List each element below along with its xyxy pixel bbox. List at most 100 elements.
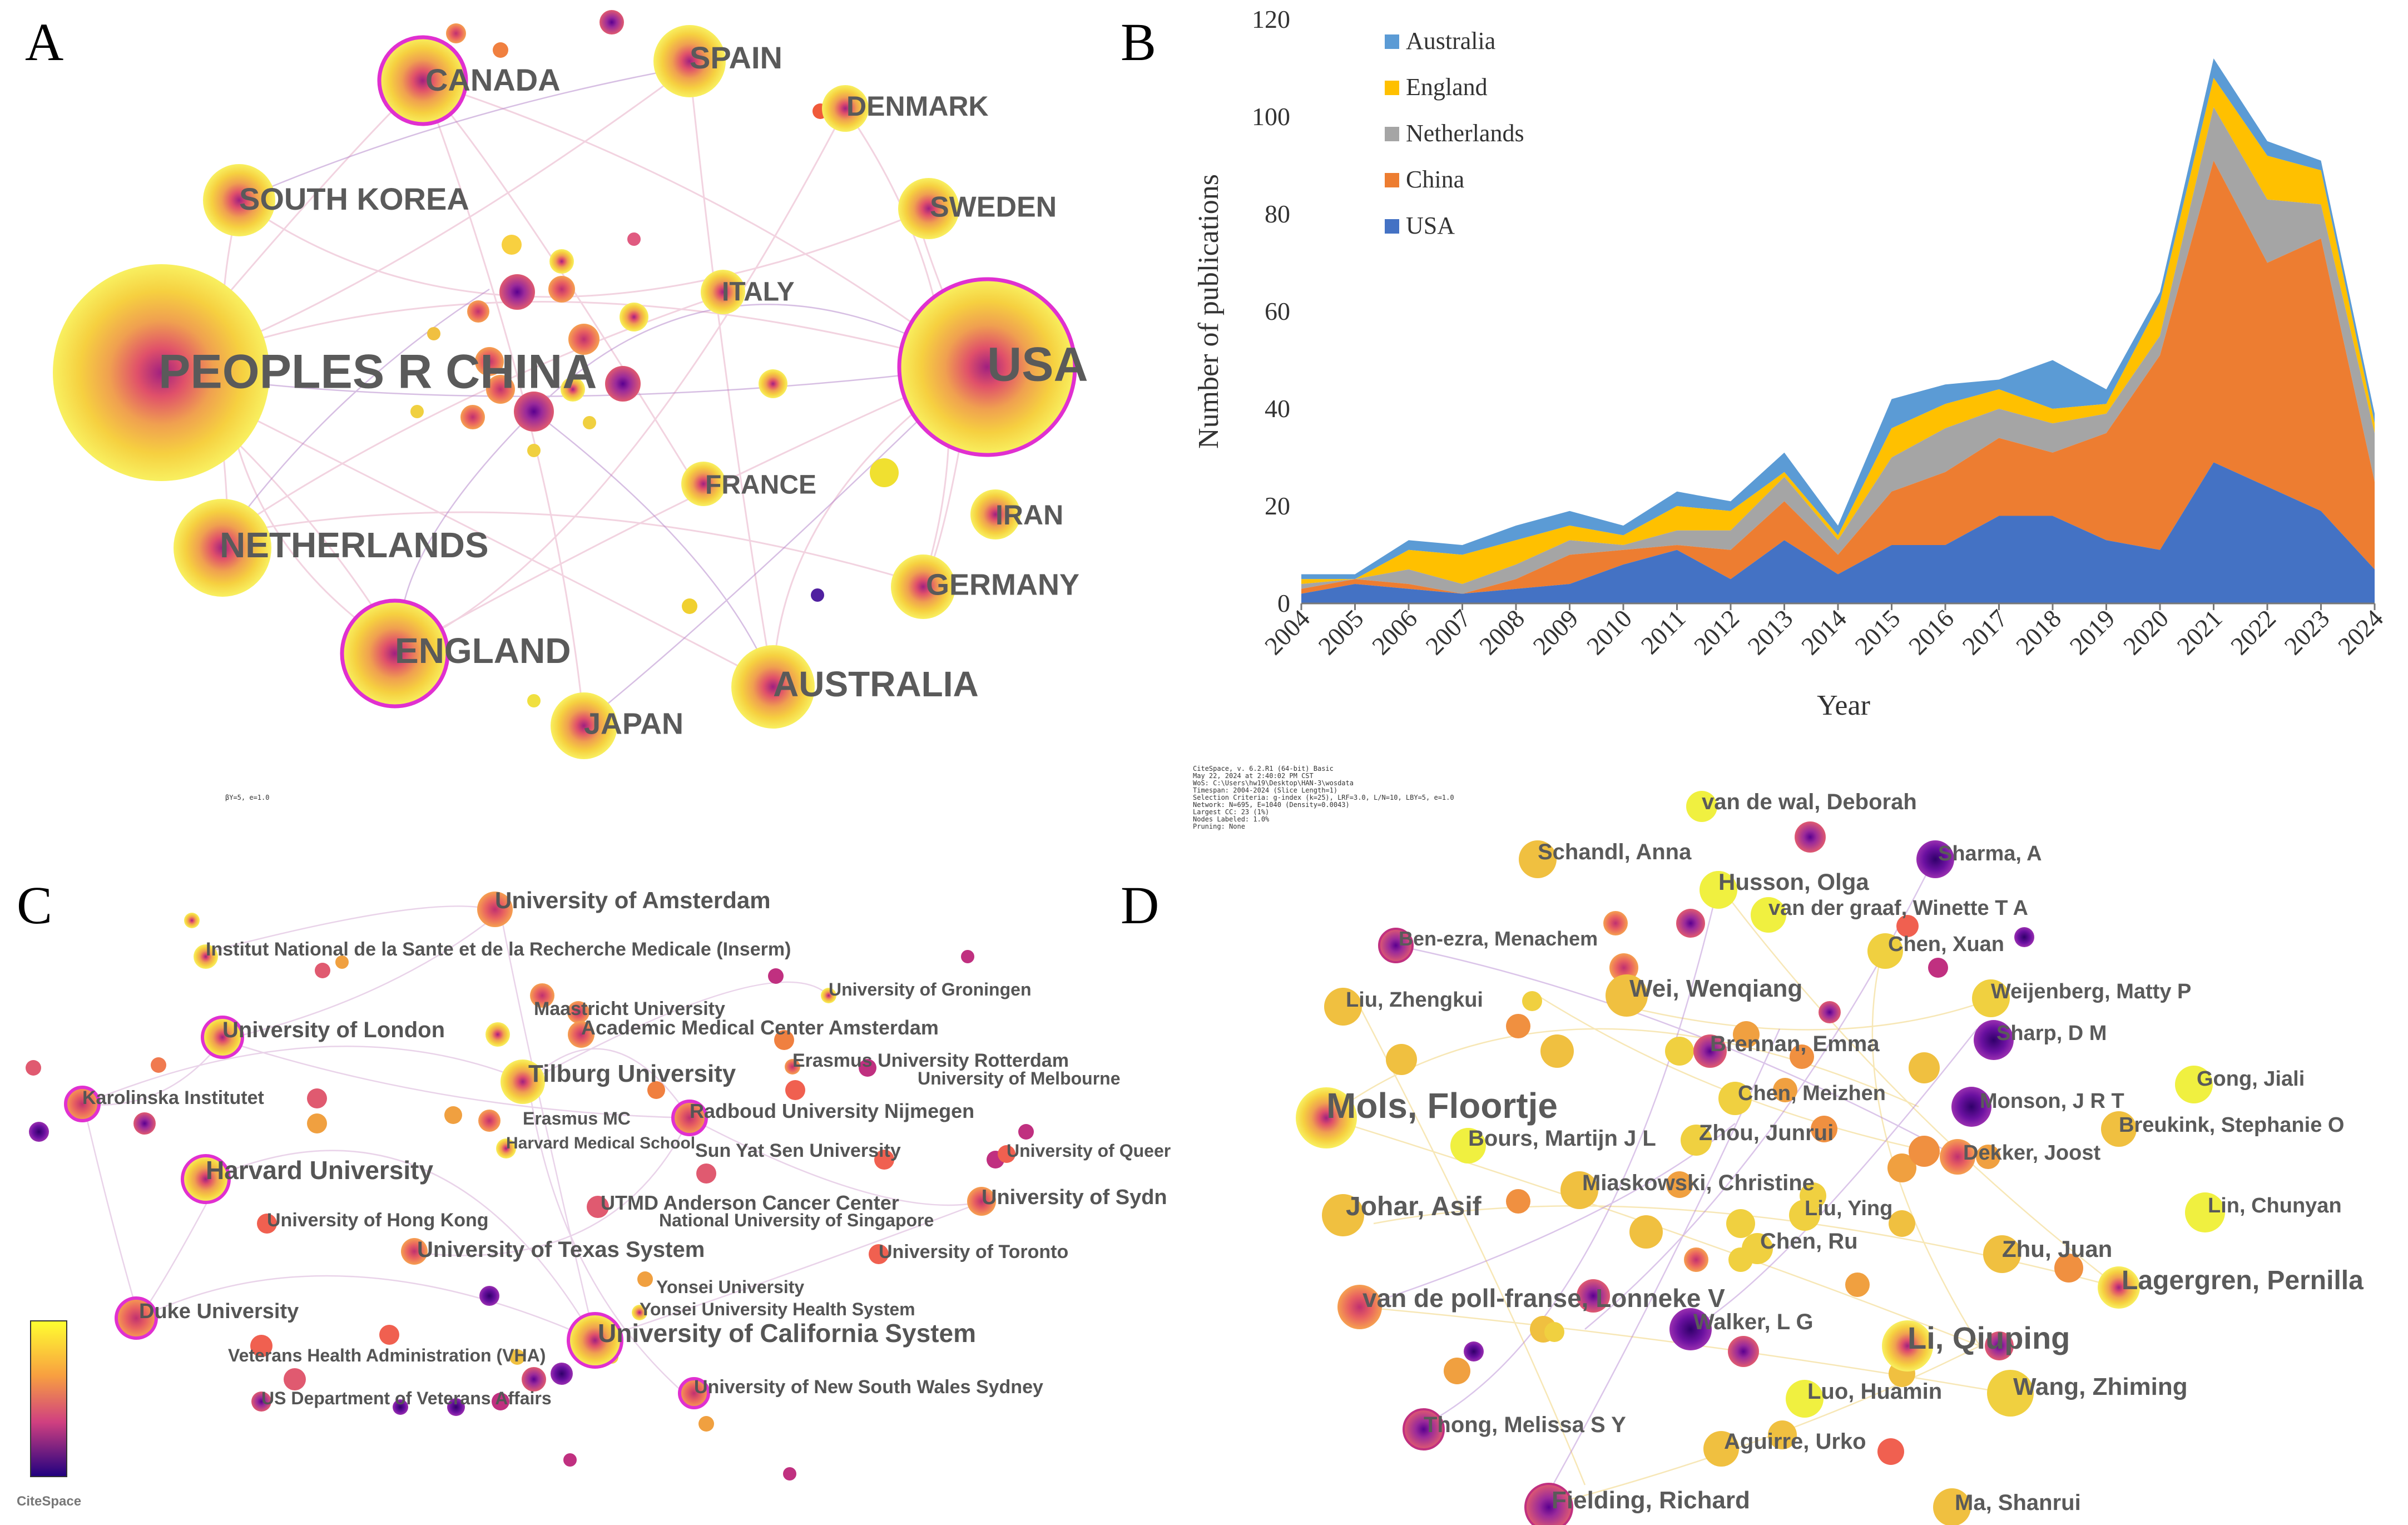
- country-node-iran[interactable]: IRAN: [970, 489, 1063, 539]
- author-node-21[interactable]: Miaskowski, Christine: [1560, 1171, 1815, 1209]
- author-label: Lin, Chunyan: [2208, 1194, 2342, 1217]
- author-node-13[interactable]: Mols, Floortje: [1296, 1086, 1558, 1148]
- author-label: Li, Qiuping: [1907, 1320, 2070, 1355]
- author-node-16[interactable]: Breukink, Stephanie O: [2101, 1111, 2344, 1147]
- x-tick-label: 2006: [1366, 604, 1423, 660]
- author-node-9[interactable]: Weijenberg, Matty P: [1972, 979, 2191, 1017]
- x-tick-label: 2022: [2225, 604, 2281, 660]
- country-node-denmark[interactable]: DENMARK: [822, 85, 989, 132]
- author-node-19[interactable]: Dekker, Joost: [1940, 1139, 2100, 1175]
- y-tick-label: 40: [1265, 394, 1290, 423]
- area-series-netherlands: [1301, 107, 2375, 594]
- author-node-15[interactable]: Monson, J R T: [1951, 1087, 2124, 1127]
- institution-node-queer[interactable]: University of Queer: [998, 1141, 1171, 1163]
- author-node-1[interactable]: Schandl, Anna: [1519, 840, 1692, 878]
- country-label-spain: SPAIN: [690, 40, 782, 75]
- author-label: Chen, Meizhen: [1738, 1082, 1886, 1105]
- author-node-14[interactable]: Chen, Meizhen: [1718, 1082, 1886, 1115]
- institution-label: Institut National de la Sante et de la R…: [206, 939, 791, 960]
- author-node-26[interactable]: Lagergren, Pernilla: [2098, 1266, 2364, 1309]
- author-node-4[interactable]: van der graaf, Winette T A: [1751, 897, 2028, 933]
- author-node-28[interactable]: Walker, L G: [1669, 1308, 1814, 1350]
- author-node-32[interactable]: Thong, Melissa S Y: [1403, 1408, 1626, 1450]
- country-node-sweden[interactable]: SWEDEN: [898, 178, 1057, 239]
- institution-label: Radboud University Nijmegen: [690, 1100, 974, 1122]
- institution-label: Karolinska Institutet: [82, 1087, 264, 1108]
- country-node-canada[interactable]: CANADA: [377, 35, 561, 126]
- country-node-usa[interactable]: USA: [897, 277, 1088, 457]
- institution-node-maastricht[interactable]: Maastricht University: [534, 998, 725, 1019]
- country-node-france[interactable]: FRANCE: [681, 462, 816, 506]
- institution-node-ucs[interactable]: University of California System: [567, 1312, 976, 1369]
- author-node-6[interactable]: Chen, Xuan: [1867, 933, 2004, 969]
- institution-node-amsterdam[interactable]: University of Amsterdam: [477, 887, 771, 927]
- institution-node-duke[interactable]: Duke University: [115, 1296, 299, 1340]
- institution-node-inserm[interactable]: Institut National de la Sante et de la R…: [206, 939, 791, 960]
- institution-node-texas[interactable]: University of Texas System: [417, 1237, 705, 1262]
- institution-node-hong-kong[interactable]: University of Hong Kong: [267, 1210, 489, 1231]
- author-node-34[interactable]: Fielding, Richard: [1524, 1483, 1750, 1525]
- country-node-netherlands[interactable]: NETHERLANDS: [174, 499, 489, 597]
- country-node-italy[interactable]: ITALY: [701, 270, 795, 314]
- institution-node-erasmus-rotterdam[interactable]: Erasmus University Rotterdam: [785, 1050, 1069, 1075]
- institution-node-london[interactable]: University of London: [201, 1016, 445, 1059]
- author-node-11[interactable]: Sharp, D M: [1974, 1020, 2107, 1060]
- institution-node-tilburg[interactable]: Tilburg University: [528, 1060, 736, 1087]
- author-node-35[interactable]: Ma, Shanrui: [1933, 1488, 2081, 1525]
- institution-node-yonsei-health[interactable]: Yonsei University Health System: [632, 1299, 915, 1320]
- author-node-18[interactable]: Zhou, Junrui: [1681, 1121, 1834, 1156]
- author-node-2[interactable]: Sharma, A: [1916, 840, 2042, 878]
- institution-node-md-anderson[interactable]: UTMD Anderson Cancer Center: [601, 1191, 899, 1214]
- author-node-27[interactable]: van de poll-franse, Lonneke V: [1337, 1284, 1725, 1329]
- area-series-england: [1301, 78, 2375, 584]
- author-node-24[interactable]: Chen, Ru: [1742, 1229, 1858, 1264]
- country-node-spain[interactable]: SPAIN: [653, 25, 782, 97]
- institution-node-karolinska[interactable]: Karolinska Institutet: [64, 1086, 264, 1122]
- author-node-25[interactable]: Zhu, Juan: [1983, 1235, 2112, 1273]
- institution-node-radboud[interactable]: Radboud University Nijmegen: [671, 1100, 974, 1136]
- institution-label: Erasmus University Rotterdam: [792, 1050, 1069, 1071]
- author-node-12[interactable]: Gong, Jiali: [2175, 1066, 2305, 1103]
- institution-node-harvard-medical[interactable]: Harvard Medical School: [496, 1134, 695, 1158]
- author-node-20[interactable]: Johar, Asif: [1322, 1192, 1482, 1236]
- institution-label: University of Amsterdam: [495, 887, 771, 913]
- institution-node-unsw[interactable]: University of New South Wales Sydney: [678, 1377, 1043, 1409]
- country-node-england[interactable]: ENGLAND: [340, 598, 571, 709]
- author-node-8[interactable]: Wei, Wenqiang: [1606, 974, 1802, 1017]
- author-label: Gong, Jiali: [2197, 1067, 2305, 1091]
- institution-node-sun-yat-sen[interactable]: Sun Yat Sen University: [695, 1140, 901, 1161]
- institution-node-erasmus-mc[interactable]: Erasmus MC: [478, 1108, 631, 1132]
- institution-node-toronto[interactable]: University of Toronto: [869, 1241, 1068, 1264]
- country-node-australia[interactable]: AUSTRALIA: [731, 645, 979, 729]
- country-label-australia: AUSTRALIA: [773, 664, 979, 704]
- author-node-0[interactable]: van de wal, Deborah: [1686, 790, 1917, 822]
- country-node-japan[interactable]: JAPAN: [551, 692, 683, 759]
- author-node-23[interactable]: Lin, Chunyan: [2185, 1192, 2342, 1232]
- author-node-22[interactable]: Liu, Ying: [1789, 1197, 1892, 1231]
- author-node-17[interactable]: Bours, Martijn J L: [1450, 1126, 1656, 1163]
- country-node-germany[interactable]: GERMANY: [891, 554, 1079, 619]
- meta-line-3: WoS: C:\Users\hw19\Desktop\HAN-3\wosdata: [1193, 779, 1354, 787]
- institution-node-nus[interactable]: National University of Singapore: [659, 1210, 934, 1230]
- institution-node-groningen[interactable]: University of Groningen: [821, 979, 1031, 1003]
- author-node-3[interactable]: Husson, Olga: [1700, 869, 1869, 909]
- institution-node-va[interactable]: US Department of Veterans Affairs: [251, 1388, 552, 1412]
- author-node-5[interactable]: Ben-ezra, Menachem: [1378, 927, 1598, 963]
- author-node-33[interactable]: Aguirre, Urko: [1703, 1429, 1866, 1467]
- author-node-31[interactable]: Wang, Zhiming: [1987, 1370, 2188, 1417]
- panel-c-network: University of Amsterdam Institut Nationa…: [17, 887, 1171, 1509]
- institution-node-harvard[interactable]: Harvard University: [181, 1154, 433, 1204]
- institution-node-melbourne[interactable]: University of Melbourne: [918, 1068, 1121, 1088]
- author-node-30[interactable]: Luo, Huamin: [1786, 1379, 1942, 1418]
- institution-node-amc[interactable]: Academic Medical Center Amsterdam: [581, 1016, 939, 1039]
- institution-node-sydney[interactable]: University of Sydn: [967, 1186, 1167, 1216]
- author-node-7[interactable]: Liu, Zhengkui: [1324, 988, 1483, 1026]
- y-tick-label: 60: [1265, 297, 1290, 325]
- institution-node-yonsei[interactable]: Yonsei University: [656, 1277, 804, 1297]
- institution-node-vha[interactable]: Veterans Health Administration (VHA): [228, 1345, 546, 1365]
- author-node-10[interactable]: Brennan, Emma: [1693, 1032, 1880, 1068]
- country-node-south-korea[interactable]: SOUTH KOREA: [203, 164, 469, 236]
- country-node-china[interactable]: PEOPLES R CHINA: [53, 264, 597, 481]
- meta-line-4: Timespan: 2004-2024 (Slice Length=1): [1193, 786, 1337, 794]
- author-node-29[interactable]: Li, Qiuping: [1882, 1320, 2070, 1371]
